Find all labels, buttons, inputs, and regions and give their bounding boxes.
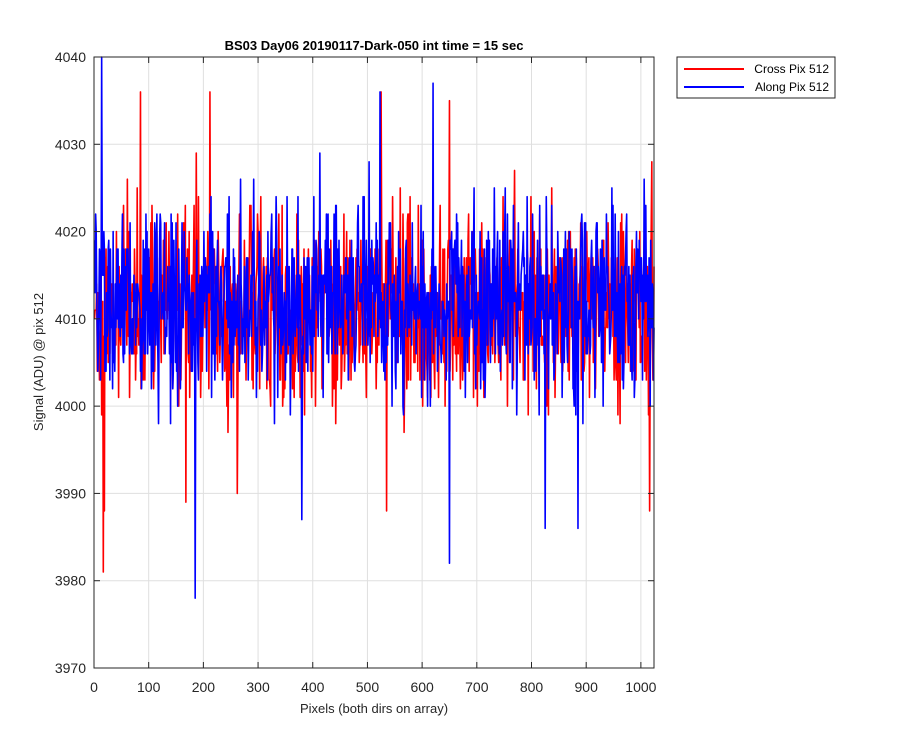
series-layer [93,56,655,599]
series-line-along-pix-512 [93,56,655,599]
x-tick-label: 400 [301,679,325,695]
y-tick-label: 4030 [55,136,86,152]
x-tick-label: 300 [246,679,270,695]
legend-label-along-pix-512: Along Pix 512 [755,80,829,94]
y-tick-label: 4020 [55,224,86,240]
y-tick-label: 3990 [55,485,86,501]
y-tick-label: 3970 [55,660,86,676]
x-tick-label: 600 [410,679,434,695]
x-tick-label: 700 [465,679,489,695]
y-tick-label: 3980 [55,573,86,589]
x-tick-label: 900 [575,679,599,695]
y-tick-label: 4040 [55,49,86,65]
legend-label-cross-pix-512: Cross Pix 512 [754,62,829,76]
y-tick-label: 4010 [55,311,86,327]
tick-layer: 0 100 200 300 400 500 600 700 800 900 1000 3970 3980… [55,49,657,695]
x-tick-label: 0 [90,679,98,695]
x-axis-label: Pixels (both dirs on array) [300,701,448,716]
chart-title: BS03 Day06 20190117-Dark-050 int time = … [225,38,524,53]
x-tick-label: 1000 [625,679,656,695]
legend-box [676,56,836,99]
x-tick-label: 800 [520,679,544,695]
y-axis-label: Signal (ADU) @ pix 512 [31,293,46,431]
legend: Cross Pix 512 Along Pix 512 [676,56,836,99]
y-tick-label: 4000 [55,398,86,414]
plot-frame [93,56,655,669]
x-tick-label: 100 [137,679,161,695]
x-tick-label: 200 [192,679,216,695]
x-tick-label: 500 [356,679,380,695]
